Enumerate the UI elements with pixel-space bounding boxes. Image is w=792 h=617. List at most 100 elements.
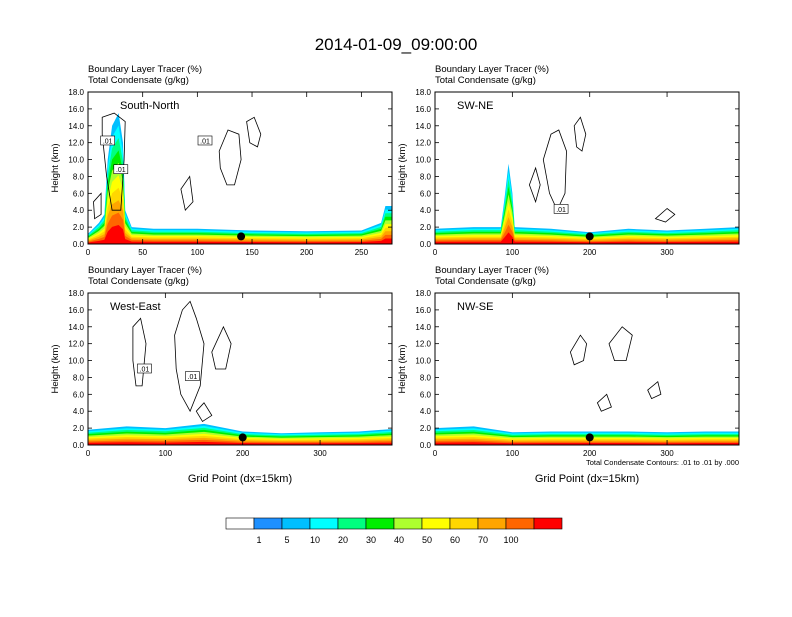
contour-label-box	[100, 135, 115, 146]
y-tick-label: 4.0	[420, 407, 432, 416]
x-tick-label: 150	[245, 248, 259, 257]
x-tick-label: 100	[159, 449, 173, 458]
panel-label: South-North	[120, 100, 179, 112]
location-marker	[585, 433, 594, 442]
colorbar-label: 100	[503, 535, 518, 545]
y-tick-label: 10.0	[68, 156, 84, 165]
x-tick-label: 50	[138, 248, 147, 257]
colorbar-swatch-0	[225, 517, 255, 530]
panel-west-east: Boundary Layer Tracer (%)Total Condensat…	[50, 265, 393, 485]
colorbar-label: 50	[422, 535, 432, 545]
condensate-contour-3	[195, 402, 213, 422]
y-tick-label: 2.0	[73, 424, 85, 433]
y-axis-label: Height (km)	[50, 143, 61, 192]
x-axis-label: Grid Point (dx=15km)	[535, 473, 639, 485]
y-tick-label: 6.0	[73, 189, 85, 198]
y-tick-label: 0.0	[420, 240, 432, 249]
tracer-fill	[88, 113, 392, 244]
x-tick-label: 100	[506, 449, 520, 458]
colorbar-label: 1	[256, 535, 261, 545]
contour-note: Total Condensate Contours: .01 to .01 by…	[586, 458, 739, 467]
panel-title-tracer: Boundary Layer Tracer (%)	[435, 64, 549, 75]
contour-label-box	[185, 371, 200, 381]
y-axis-label: Height (km)	[397, 344, 408, 393]
panel-label: West-East	[110, 301, 161, 313]
panel-title-tracer: Boundary Layer Tracer (%)	[435, 265, 549, 276]
x-tick-label: 100	[506, 248, 520, 257]
contour-label-box	[553, 204, 569, 214]
panel-label: SW-NE	[457, 100, 493, 112]
y-tick-label: 18.0	[415, 289, 431, 298]
plot-frame	[87, 292, 393, 446]
condensate-contour-1	[573, 116, 587, 152]
panel-title-tracer: Boundary Layer Tracer (%)	[88, 265, 202, 276]
y-tick-label: 14.0	[415, 323, 431, 332]
x-tick-label: 0	[433, 248, 438, 257]
y-tick-label: 10.0	[415, 357, 431, 366]
y-tick-label: 10.0	[415, 156, 431, 165]
panel-title-condensate: Total Condensate (g/kg)	[88, 276, 189, 287]
y-tick-label: 12.0	[415, 340, 431, 349]
x-tick-label: 200	[583, 248, 597, 257]
colorbar: 1 5 10 20 30 40 50 60 70 100	[225, 517, 563, 545]
y-tick-label: 2.0	[420, 223, 432, 232]
colorbar-label: 20	[338, 535, 348, 545]
y-tick-label: 18.0	[68, 88, 84, 97]
tracer-band-9	[435, 442, 739, 445]
colorbar-swatch-3	[309, 517, 339, 530]
x-tick-label: 250	[355, 248, 369, 257]
condensate-contours	[132, 300, 232, 422]
contour-label: .01	[200, 138, 210, 145]
condensate-contours	[528, 116, 676, 223]
panel-title-tracer: Boundary Layer Tracer (%)	[88, 64, 202, 75]
x-axis-label: Grid Point (dx=15km)	[188, 473, 292, 485]
panel-nw-se: Boundary Layer Tracer (%) Total Condensat…	[397, 265, 740, 485]
condensate-contour-0	[101, 112, 126, 211]
tracer-fill	[435, 163, 739, 244]
x-tick-label: 300	[660, 449, 674, 458]
y-tick-label: 2.0	[420, 424, 432, 433]
condensate-contour-0	[542, 129, 567, 212]
condensate-contours	[93, 112, 262, 220]
y-tick-label: 6.0	[420, 189, 432, 198]
y-tick-label: 14.0	[415, 122, 431, 131]
location-marker	[237, 232, 246, 241]
y-tick-label: 8.0	[420, 373, 432, 382]
y-tick-label: 4.0	[73, 206, 85, 215]
tracer-fill	[88, 423, 392, 445]
panel-title-condensate: Total Condensate (g/kg)	[88, 75, 189, 86]
x-tick-label: 200	[583, 449, 597, 458]
y-tick-label: 6.0	[420, 390, 432, 399]
colorbar-swatch-11	[533, 517, 563, 530]
colorbar-swatch-1	[253, 517, 283, 530]
y-tick-label: 14.0	[68, 122, 84, 131]
y-tick-label: 8.0	[420, 172, 432, 181]
colorbar-swatch-9	[477, 517, 507, 530]
contour-label: .01	[140, 367, 150, 374]
x-tick-label: 0	[433, 449, 438, 458]
condensate-contour-0	[132, 317, 147, 387]
y-tick-label: 4.0	[420, 206, 432, 215]
colorbar-swatch-7	[421, 517, 451, 530]
x-tick-label: 200	[300, 248, 314, 257]
contour-label: .01	[188, 374, 198, 381]
condensate-contour-2	[528, 166, 541, 204]
plot-frame	[434, 292, 740, 446]
y-tick-label: 16.0	[68, 306, 84, 315]
y-tick-label: 18.0	[415, 88, 431, 97]
condensate-contour-3	[596, 393, 612, 412]
y-tick-label: 18.0	[68, 289, 84, 298]
location-marker	[238, 433, 247, 442]
condensate-contour-4	[93, 192, 102, 220]
contour-label: .01	[116, 167, 126, 174]
x-tick-label: 300	[660, 248, 674, 257]
contour-label: .01	[103, 138, 113, 145]
contour-label: .01	[556, 207, 566, 214]
y-tick-label: 14.0	[68, 323, 84, 332]
y-tick-label: 4.0	[73, 407, 85, 416]
condensate-contour-2	[647, 380, 662, 400]
colorbar-label: 5	[284, 535, 289, 545]
y-tick-label: 0.0	[420, 441, 432, 450]
y-tick-label: 12.0	[68, 139, 84, 148]
